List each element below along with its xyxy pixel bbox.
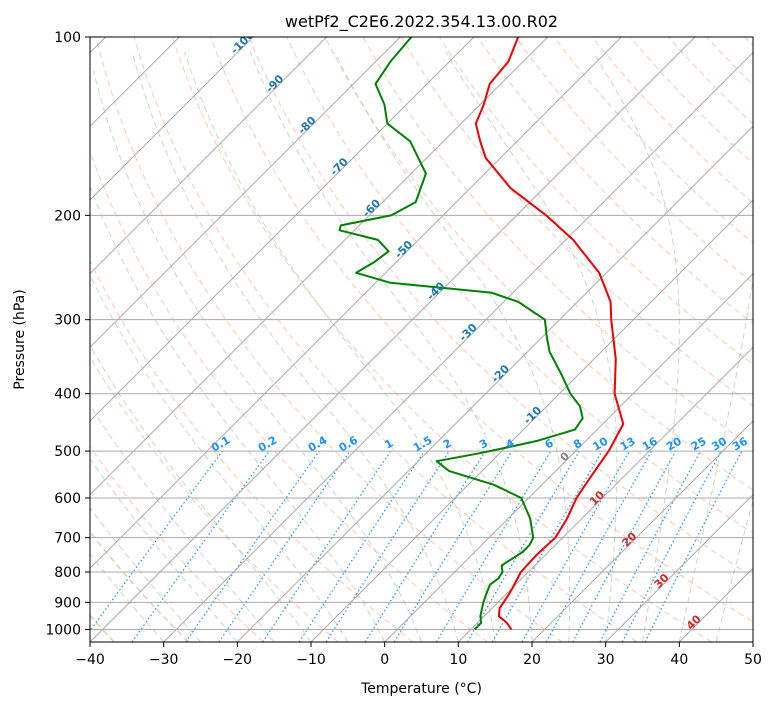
moist-adiabat-line <box>752 639 753 642</box>
dry-adiabat-line <box>324 37 753 491</box>
dry-adiabat-line <box>90 445 264 642</box>
x-tick-label: −30 <box>149 652 179 668</box>
moist-adiabat-line <box>131 51 459 642</box>
chart-title: wetPf2_C2E6.2022.354.13.00.R02 <box>285 12 558 32</box>
x-tick-label: −20 <box>223 652 253 668</box>
x-tick-label: 30 <box>597 652 615 668</box>
dry-adiabat-line <box>90 259 414 642</box>
mixing-ratio-line <box>185 450 320 642</box>
moist-adiabat-line <box>334 51 571 642</box>
x-tick-label: −40 <box>75 652 105 668</box>
y-tick-label: 300 <box>54 313 81 329</box>
moist-adiabat-line <box>92 70 422 642</box>
mixing-ratio-line <box>364 450 486 642</box>
y-tick-label: 800 <box>54 565 81 581</box>
isotherm-line <box>236 125 753 642</box>
isotherms <box>90 37 753 642</box>
moist-adiabat-line <box>90 344 312 642</box>
dry-adiabat-line <box>171 37 712 642</box>
x-tick-label: −10 <box>296 652 326 668</box>
mixing-ratio-line <box>572 450 677 642</box>
dry-adiabat-line <box>400 37 753 407</box>
x-axis-ticks: −40 −30 −20 −10 0 10 20 30 40 50 <box>75 642 762 668</box>
dry-adiabat-line <box>515 37 753 284</box>
plot-frame <box>89 36 754 643</box>
mixing-ratio-line <box>393 450 513 642</box>
x-tick-label: 20 <box>523 652 541 668</box>
moist-adiabat-line <box>592 51 680 642</box>
isotherm-line <box>90 37 328 275</box>
x-tick-label: 0 <box>380 652 389 668</box>
mixing-ratio-line <box>435 450 552 642</box>
dewpoint-profile-line <box>338 37 584 631</box>
x-axis-label: Temperature (°C) <box>360 681 482 697</box>
moist-adiabat-line <box>90 185 386 642</box>
mixing-ratio-line <box>131 450 270 642</box>
moist-adiabat-line <box>678 51 753 642</box>
isotherm-line <box>163 51 753 642</box>
moist-adiabat-line <box>249 51 533 642</box>
y-tick-label: 900 <box>54 595 81 611</box>
isotherm-line <box>90 37 401 349</box>
moist-adiabats <box>90 51 753 642</box>
y-tick-label: 600 <box>54 491 81 507</box>
moist-adiabat-line <box>445 51 618 642</box>
y-axis-ticks: 1000 900 800 700 600 500 400 300 200 100 <box>45 30 90 638</box>
moist-adiabat-line <box>715 498 753 642</box>
y-tick-label: 1000 <box>45 622 81 638</box>
plot-background <box>90 37 753 642</box>
mixing-ratio-line <box>521 450 631 642</box>
y-axis-label: Pressure (hPa) <box>12 289 28 389</box>
moist-adiabat-line <box>184 51 496 642</box>
mixing-ratio-line <box>491 450 603 642</box>
isotherm-line <box>90 37 549 496</box>
mixing-ratio-line <box>325 450 450 642</box>
isotherm-line <box>90 37 622 570</box>
isotherm-line <box>531 420 753 642</box>
pressure-gridlines <box>90 37 753 630</box>
mixing-ratio-line <box>466 450 580 642</box>
dry-adiabat-line <box>248 37 753 578</box>
dry-adiabat-line <box>629 37 753 165</box>
dry-adiabat-line <box>210 37 753 623</box>
isotherm-line <box>384 272 753 642</box>
dry-adiabat-line <box>477 37 753 325</box>
x-tick-label: 40 <box>670 652 688 668</box>
isotherm-line <box>90 37 254 201</box>
y-tick-label: 200 <box>54 208 81 224</box>
dry-adiabat-line <box>133 37 638 642</box>
y-tick-label: 500 <box>54 444 81 460</box>
x-tick-label: 50 <box>744 652 762 668</box>
y-tick-label: 100 <box>54 30 81 46</box>
isotherm-line <box>752 641 753 642</box>
dry-adiabat-line <box>95 37 563 642</box>
sounding-series <box>338 37 625 631</box>
dry-adiabat-line <box>591 37 753 204</box>
mixing-ratio-line <box>218 450 351 642</box>
mixing-ratio-line <box>90 450 223 632</box>
moist-adiabat-line <box>90 457 238 642</box>
isotherm-line <box>90 37 696 642</box>
isotherm-line <box>605 493 753 642</box>
isotherm-line <box>90 37 475 422</box>
y-tick-label: 400 <box>54 387 81 403</box>
temperature-profile-line <box>474 37 625 630</box>
y-tick-label: 700 <box>54 531 81 547</box>
isotherm-line <box>457 346 753 642</box>
x-tick-label: 10 <box>449 652 467 668</box>
